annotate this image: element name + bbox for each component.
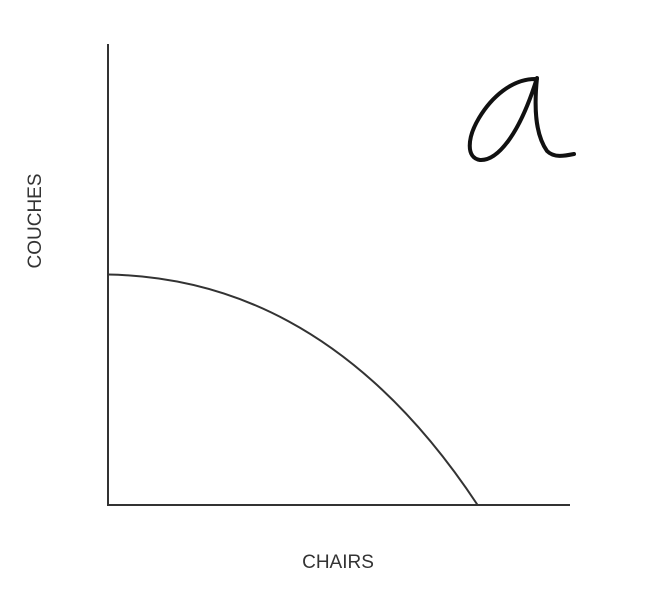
handwritten-annotation (467, 76, 576, 162)
y-axis-label: COUCHES (25, 173, 46, 268)
ppf-curve (107, 273, 479, 506)
x-axis-label: CHAIRS (302, 552, 374, 573)
